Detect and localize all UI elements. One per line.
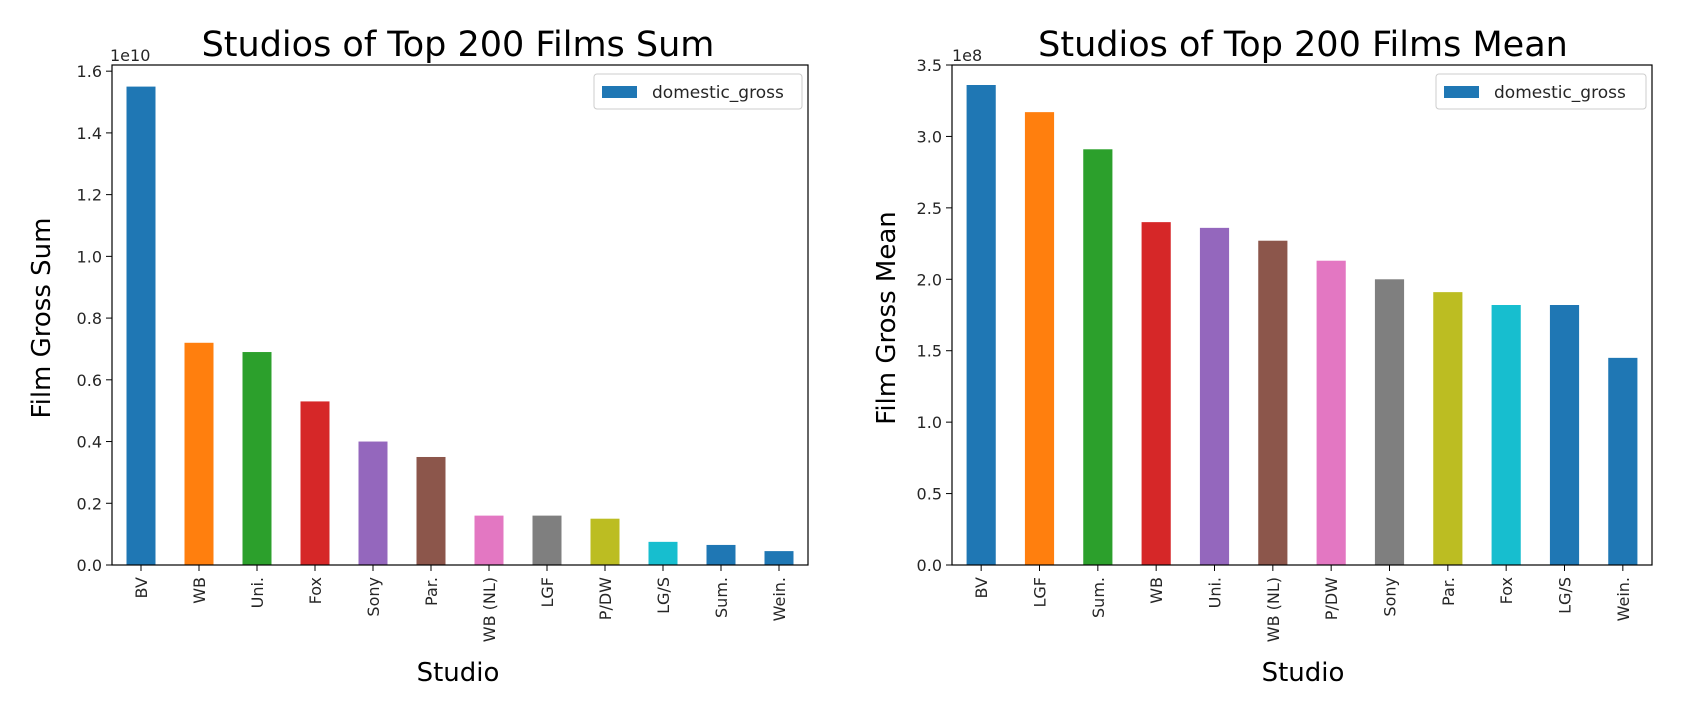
sum-chart-xtick-label: WB (NL) bbox=[480, 577, 499, 642]
sum-chart-ytick-label: 0.4 bbox=[77, 433, 102, 452]
sum-chart-legend-label: domestic_gross bbox=[652, 83, 784, 103]
mean-chart-bar-lg-s bbox=[1549, 305, 1580, 565]
mean-chart-legend: domestic_gross bbox=[1435, 73, 1647, 110]
mean-chart-ytick-label: 1.5 bbox=[917, 342, 942, 361]
sum-chart-xtick-label: Uni. bbox=[248, 577, 267, 608]
mean-chart-ylabel: Film Gross Mean bbox=[872, 211, 902, 424]
sum-chart-bar-fox bbox=[300, 401, 330, 565]
mean-chart-xtick-label: Fox bbox=[1497, 577, 1516, 604]
sum-chart-xtick-label: Sony bbox=[364, 577, 383, 617]
sum-chart-ytick-label: 0.2 bbox=[77, 494, 102, 513]
sum-chart-ytick-label: 1.6 bbox=[77, 62, 102, 81]
mean-chart-xtick-label: Sum. bbox=[1089, 577, 1108, 618]
mean-chart-xtick-label: Sony bbox=[1381, 577, 1400, 617]
mean-chart-ytick-label: 1.0 bbox=[917, 413, 942, 432]
mean-chart-yticks: 0.0 0.5 1.0 1.5 2.0 2.5 3.0 3.5 bbox=[917, 56, 952, 575]
sum-chart-xtick-label: Par. bbox=[422, 577, 441, 606]
mean-chart-bars bbox=[966, 85, 1638, 566]
sum-chart-bar-uni bbox=[242, 352, 272, 565]
mean-chart-title: Studios of Top 200 Films Mean bbox=[1038, 25, 1568, 65]
sum-chart-ytick-label: 0.6 bbox=[77, 371, 102, 390]
sum-chart-bar-sum bbox=[706, 544, 736, 565]
mean-chart-xtick-label: Wein. bbox=[1614, 577, 1633, 621]
mean-chart-bar-wein bbox=[1608, 357, 1638, 565]
sum-chart-legend-box bbox=[593, 73, 803, 110]
mean-chart-offset-label: 1e8 bbox=[952, 46, 982, 65]
sum-chart-xticks: BV WB Uni. Fox Sony Par. WB (NL) LGF P/DW LG/S Sum… bbox=[132, 565, 789, 642]
mean-chart-ytick-label: 3.5 bbox=[917, 56, 942, 75]
sum-chart-xtick-label: Wein. bbox=[770, 577, 789, 621]
sum-chart-xtick-label: Sum. bbox=[712, 577, 731, 618]
mean-chart-ytick-label: 0.0 bbox=[917, 556, 942, 575]
mean-chart-xtick-label: LGF bbox=[1031, 577, 1050, 608]
mean-chart-bar-wb-nl bbox=[1258, 240, 1288, 565]
mean-chart-legend-swatch bbox=[1444, 86, 1479, 98]
sum-chart-xtick-label: WB bbox=[190, 577, 209, 604]
mean-chart-bar-p-dw bbox=[1316, 260, 1346, 565]
mean-chart-xtick-label: BV bbox=[972, 577, 991, 598]
mean-chart-legend-label: domestic_gross bbox=[1494, 83, 1626, 103]
mean-chart-ytick-label: 2.5 bbox=[917, 199, 942, 218]
mean-chart-xtick-label: P/DW bbox=[1322, 577, 1341, 620]
mean-chart-bar-wb bbox=[1141, 222, 1171, 565]
mean-chart-xtick-label: WB bbox=[1147, 577, 1166, 604]
sum-chart-bar-lgf bbox=[532, 515, 562, 565]
sum-chart-yticks: 0.0 0.2 0.4 0.6 0.8 1.0 1.2 1.4 1.6 bbox=[77, 62, 112, 575]
mean-chart-bar-uni bbox=[1199, 227, 1230, 566]
sum-chart-bar-wb bbox=[184, 342, 214, 565]
sum-chart-xtick-label: P/DW bbox=[596, 577, 615, 620]
sum-chart-bar-wein bbox=[764, 551, 794, 565]
mean-chart-xtick-label: LG/S bbox=[1556, 577, 1575, 614]
mean-chart-xticks: BV LGF Sum. WB Uni. WB (NL) P/DW Sony Par. Fox LG/… bbox=[972, 565, 1633, 642]
mean-chart-bar-bv bbox=[966, 85, 996, 565]
sum-chart-frame bbox=[111, 64, 809, 566]
sum-chart-legend-swatch bbox=[602, 86, 637, 98]
sum-chart-xlabel: Studio bbox=[417, 658, 500, 688]
sum-chart-legend: domestic_gross bbox=[593, 73, 803, 110]
mean-chart: Studios of Top 200 Films Mean 1e8 Film G… bbox=[872, 25, 1653, 688]
mean-chart-xtick-label: WB (NL) bbox=[1264, 577, 1283, 642]
sum-chart-ytick-label: 1.2 bbox=[77, 186, 102, 205]
mean-chart-bar-fox bbox=[1491, 305, 1521, 565]
mean-chart-bar-sony bbox=[1374, 279, 1405, 565]
sum-chart: Studios of Top 200 Films Sum 1e10 Film G… bbox=[27, 25, 809, 688]
mean-chart-xlabel: Studio bbox=[1262, 658, 1345, 688]
sum-chart-xtick-label: BV bbox=[132, 577, 151, 598]
mean-chart-bar-lgf bbox=[1024, 112, 1055, 565]
sum-chart-ytick-label: 0.0 bbox=[77, 556, 102, 575]
sum-chart-ytick-label: 0.8 bbox=[77, 309, 102, 328]
mean-chart-ytick-label: 2.0 bbox=[917, 270, 942, 289]
sum-chart-xtick-label: LG/S bbox=[654, 577, 673, 614]
mean-chart-ytick-label: 0.5 bbox=[917, 485, 942, 504]
sum-chart-bar-lg-s bbox=[648, 541, 678, 565]
sum-chart-offset-label: 1e10 bbox=[110, 46, 150, 65]
sum-chart-bar-wb-nl bbox=[474, 515, 504, 565]
mean-chart-ytick-label: 3.0 bbox=[917, 127, 942, 146]
mean-chart-frame bbox=[951, 64, 1653, 566]
mean-chart-bar-par bbox=[1433, 292, 1463, 565]
mean-chart-xtick-label: Uni. bbox=[1206, 577, 1225, 608]
sum-chart-xtick-label: Fox bbox=[306, 577, 325, 604]
mean-chart-legend-box bbox=[1435, 73, 1647, 110]
sum-chart-bar-par bbox=[416, 456, 446, 565]
sum-chart-ytick-label: 1.4 bbox=[77, 124, 102, 143]
sum-chart-title: Studios of Top 200 Films Sum bbox=[202, 25, 715, 65]
sum-chart-bar-p-dw bbox=[590, 518, 620, 565]
mean-chart-bar-sum bbox=[1083, 149, 1113, 566]
sum-chart-bar-bv bbox=[126, 86, 156, 565]
sum-chart-xtick-label: LGF bbox=[538, 577, 557, 608]
mean-chart-xtick-label: Par. bbox=[1439, 577, 1458, 606]
sum-chart-ylabel: Film Gross Sum bbox=[27, 218, 57, 419]
sum-chart-bars bbox=[126, 86, 794, 565]
sum-chart-bar-sony bbox=[358, 441, 388, 565]
sum-chart-ytick-label: 1.0 bbox=[77, 247, 102, 266]
